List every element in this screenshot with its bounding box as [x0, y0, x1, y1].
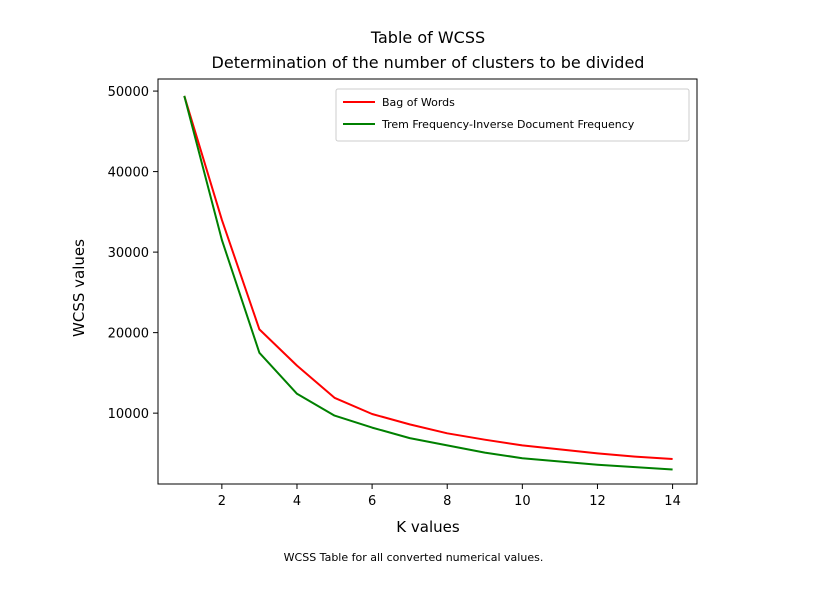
legend-box — [335, 88, 690, 142]
series-lines — [183, 95, 673, 471]
x-tick-label: 10 — [514, 494, 531, 509]
x-tick-label: 2 — [218, 494, 226, 509]
x-axis: 2 4 6 8 10 12 14 — [218, 484, 681, 509]
y-axis: 10000 20000 30000 40000 50000 — [108, 85, 158, 422]
x-tick-label: 8 — [443, 494, 451, 509]
x-tick-label: 14 — [664, 494, 681, 509]
x-tick-label: 4 — [293, 494, 301, 509]
y-axis-label: WCSS values — [70, 239, 88, 337]
y-tick-label: 50000 — [108, 85, 149, 100]
figure-caption: WCSS Table for all converted numerical v… — [283, 551, 544, 564]
x-tick-label: 12 — [589, 494, 606, 509]
chart-title: Table of WCSS — [370, 28, 485, 47]
x-tick-label: 6 — [368, 494, 376, 509]
chart-subtitle: Determination of the number of clusters … — [212, 53, 645, 72]
x-axis-label: K values — [396, 518, 460, 536]
y-tick-label: 40000 — [108, 166, 149, 181]
series-line-tf-idf — [183, 95, 673, 471]
legend-label-bag-of-words: Bag of Words — [382, 96, 455, 109]
plot-frame — [157, 78, 698, 485]
legend-label-tf-idf: Trem Frequency-Inverse Document Frequenc… — [381, 118, 635, 131]
y-tick-label: 30000 — [108, 246, 149, 261]
y-tick-label: 20000 — [108, 327, 149, 342]
y-tick-label: 10000 — [108, 407, 149, 422]
legend: Bag of Words Trem Frequency-Inverse Docu… — [335, 88, 690, 142]
series-line-bag-of-words — [183, 95, 673, 460]
